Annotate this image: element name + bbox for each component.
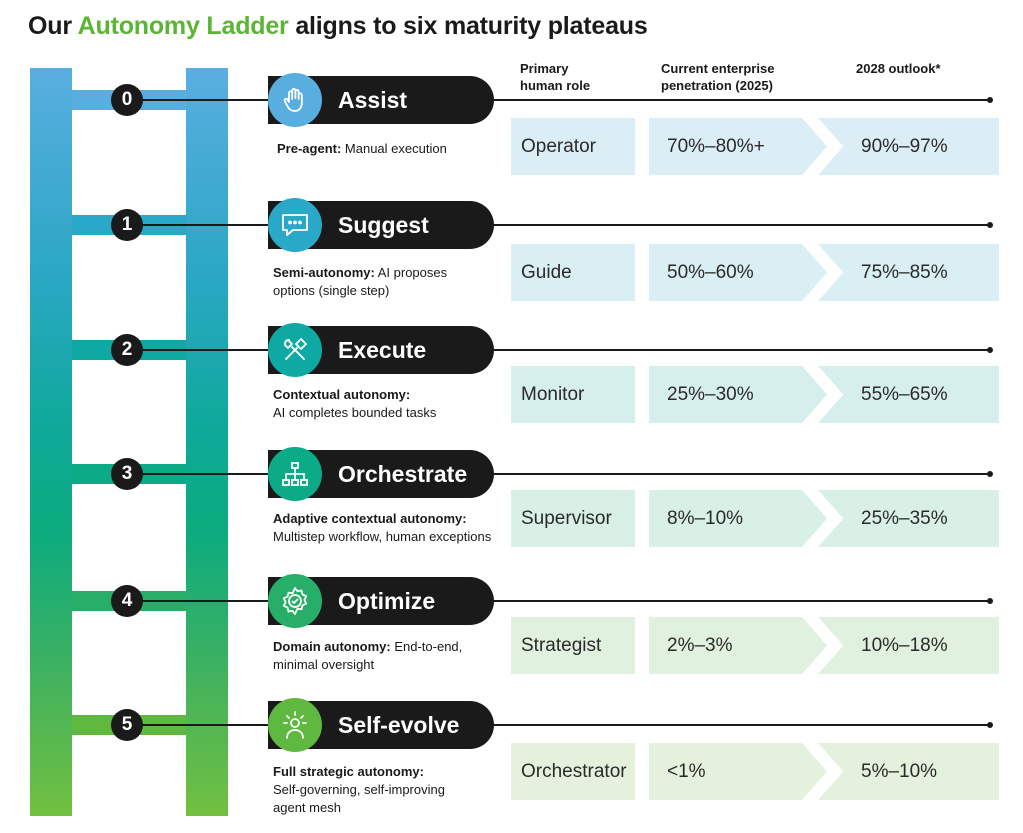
level-name: Orchestrate	[338, 461, 468, 487]
level-description: Contextual autonomy: AI completes bounded…	[273, 386, 498, 422]
current-penetration-cell: 2%–3%	[649, 617, 827, 674]
level-title-pill: Self-evolve	[268, 698, 494, 752]
gear-check-icon	[268, 574, 322, 628]
current-penetration-cell: 70%–80%+	[649, 118, 827, 175]
level-divider-dot	[987, 97, 993, 103]
level-number-badge: 3	[111, 458, 143, 490]
level-description-text: options (single step)	[273, 283, 390, 298]
hierarchy-icon	[268, 447, 322, 501]
level-description-lead: Full strategic autonomy:	[273, 764, 424, 779]
ladder-right-rail	[186, 68, 228, 816]
level-divider-line	[126, 724, 990, 726]
level-description-lead: Semi-autonomy:	[273, 265, 375, 280]
level-title-pill: Suggest	[268, 198, 494, 252]
level-title-pill: Orchestrate	[268, 447, 494, 501]
level-divider-line	[126, 473, 990, 475]
current-penetration-cell: 8%–10%	[649, 490, 827, 547]
level-divider-dot	[987, 598, 993, 604]
header-current-line1: Current enterprise	[661, 61, 775, 76]
level-name: Assist	[338, 87, 408, 113]
level-title-pill: Execute	[268, 323, 494, 377]
header-current-line2: penetration (2025)	[661, 78, 773, 93]
level-title-pill: Optimize	[268, 574, 494, 628]
header-primary-role: Primary human role	[520, 60, 590, 94]
level-name: Execute	[338, 337, 427, 363]
level-description-text: Manual execution	[341, 141, 447, 156]
title-highlight: Autonomy Ladder	[77, 12, 289, 40]
level-title-pill: Assist	[268, 73, 494, 127]
level-description-text: agent mesh	[273, 800, 341, 815]
level-description-text: AI proposes	[374, 265, 448, 280]
level-divider-line	[126, 600, 990, 602]
level-description-lead: Pre-agent:	[277, 141, 342, 156]
level-number-badge: 4	[111, 585, 143, 617]
primary-role-cell: Guide	[511, 244, 635, 301]
outlook-2028-cell: 25%–35%	[818, 490, 999, 547]
level-description-text: minimal oversight	[273, 657, 375, 672]
ladder-left-rail	[30, 68, 72, 816]
level-description-text: Self-governing, self-improving	[273, 782, 445, 797]
level-description-lead: Adaptive contextual autonomy:	[273, 511, 467, 526]
level-name: Optimize	[338, 588, 436, 614]
level-divider-line	[126, 224, 990, 226]
chat-bubble-icon	[268, 198, 322, 252]
level-description-lead: Domain autonomy:	[273, 639, 391, 654]
header-role-line1: Primary	[520, 61, 569, 76]
lightbulb-person-icon	[268, 698, 322, 752]
level-description: Pre-agent: Manual execution	[277, 140, 502, 158]
primary-role-cell: Monitor	[511, 366, 635, 423]
header-current-penetration: Current enterprise penetration (2025)	[661, 60, 774, 94]
level-number-badge: 2	[111, 334, 143, 366]
tools-icon	[268, 323, 322, 377]
level-divider-line	[126, 99, 990, 101]
current-penetration-cell: 25%–30%	[649, 366, 827, 423]
header-outlook: 2028 outlook*	[856, 61, 941, 76]
level-number-badge: 5	[111, 709, 143, 741]
current-penetration-cell: 50%–60%	[649, 244, 827, 301]
level-description: Domain autonomy: End-to-end, minimal over…	[273, 638, 498, 674]
level-description: Adaptive contextual autonomy: Multistep w…	[273, 510, 498, 546]
header-role-line2: human role	[520, 78, 591, 93]
outlook-2028-cell: 10%–18%	[818, 617, 999, 674]
level-divider-line	[126, 349, 990, 351]
primary-role-cell: Orchestrator	[511, 743, 635, 800]
level-description: Semi-autonomy: AI proposes options (singl…	[273, 264, 498, 300]
level-description-lead: Contextual autonomy:	[273, 387, 411, 402]
outlook-2028-cell: 5%–10%	[818, 743, 999, 800]
current-penetration-cell: <1%	[649, 743, 827, 800]
level-divider-dot	[987, 722, 993, 728]
level-description: Full strategic autonomy: Self-governing, …	[273, 763, 498, 817]
level-number-badge: 0	[111, 84, 143, 116]
primary-role-cell: Strategist	[511, 617, 635, 674]
level-description-text: AI completes bounded tasks	[273, 405, 437, 420]
outlook-2028-cell: 55%–65%	[818, 366, 999, 423]
primary-role-cell: Supervisor	[511, 490, 635, 547]
title-suffix: aligns to six maturity plateaus	[288, 12, 648, 40]
level-number-badge: 1	[111, 209, 143, 241]
level-name: Self-evolve	[338, 712, 460, 738]
primary-role-cell: Operator	[511, 118, 635, 175]
level-divider-dot	[987, 222, 993, 228]
outlook-2028-cell: 90%–97%	[818, 118, 999, 175]
outlook-2028-cell: 75%–85%	[818, 244, 999, 301]
level-name: Suggest	[338, 212, 429, 238]
level-description-text: End-to-end,	[390, 639, 463, 654]
level-divider-dot	[987, 471, 993, 477]
level-divider-dot	[987, 347, 993, 353]
page-title: Our Autonomy Ladder aligns to six maturi…	[28, 12, 648, 41]
hand-icon	[268, 73, 322, 127]
title-prefix: Our	[28, 12, 78, 40]
level-description-text: Multistep workflow, human exceptions	[273, 529, 492, 544]
